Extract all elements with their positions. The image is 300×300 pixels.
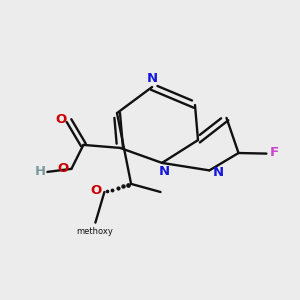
Text: H: H (34, 165, 46, 178)
Text: O: O (55, 113, 66, 126)
Text: N: N (213, 166, 224, 179)
Text: O: O (90, 184, 102, 197)
Text: N: N (146, 72, 158, 86)
Text: F: F (270, 146, 279, 160)
Text: N: N (159, 165, 170, 178)
Text: O: O (57, 162, 69, 176)
Text: methoxy: methoxy (76, 226, 113, 236)
